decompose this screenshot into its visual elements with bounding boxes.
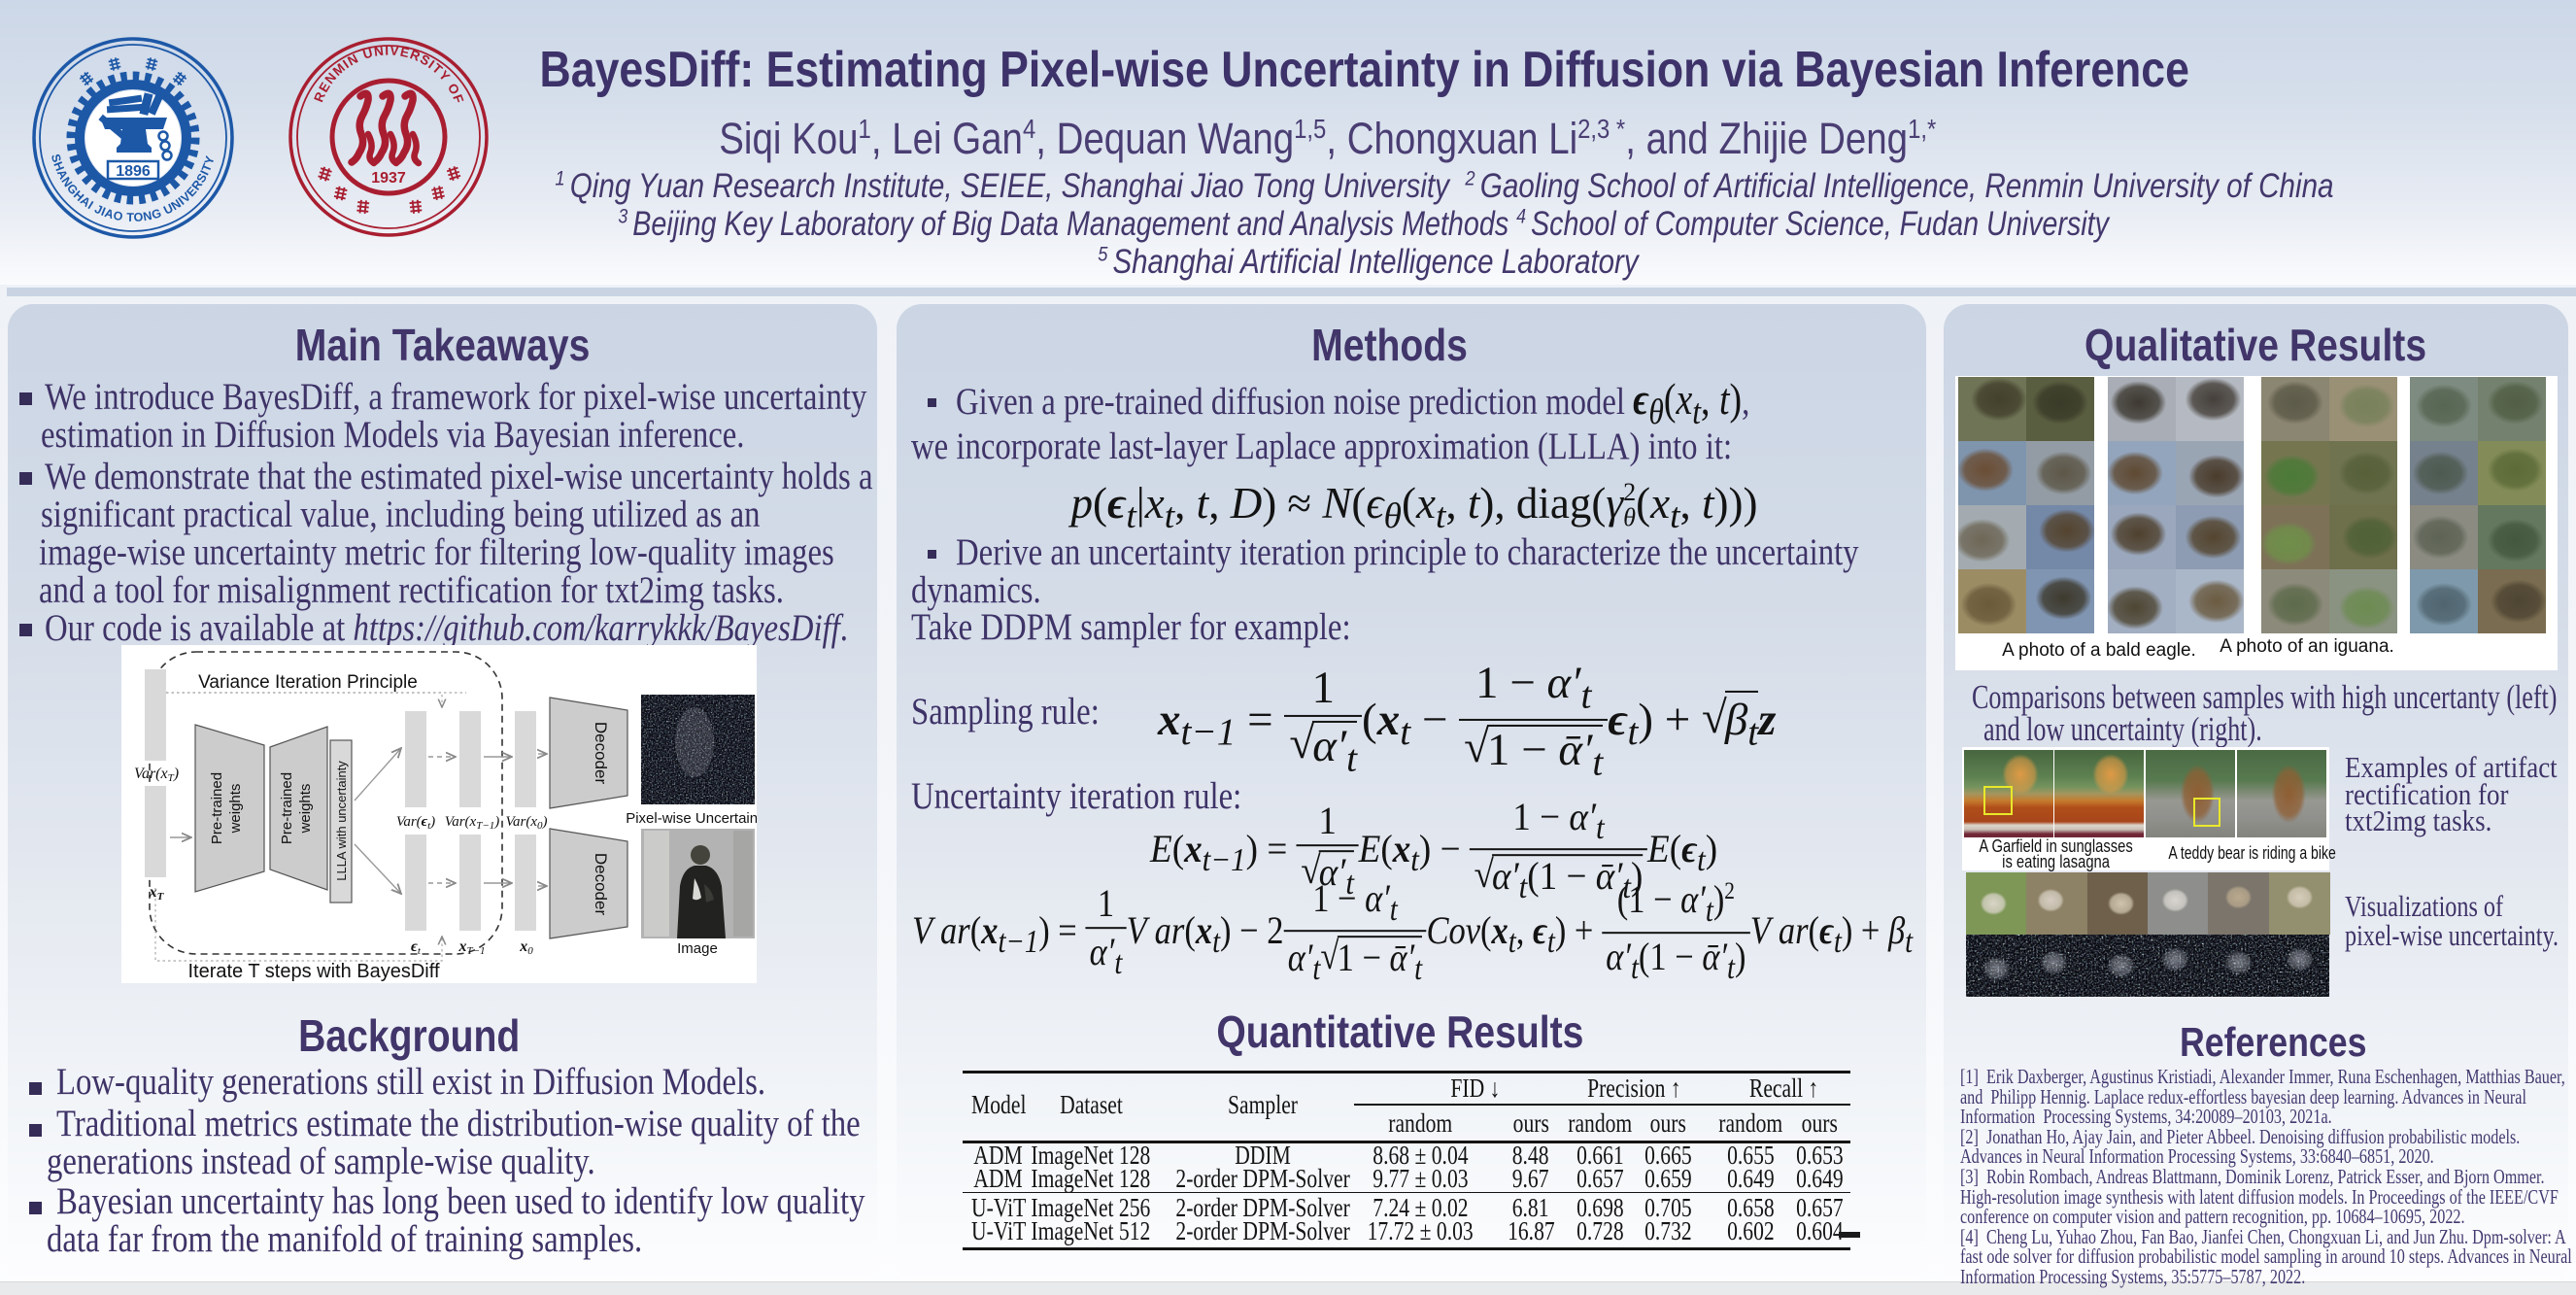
- svg-text:LLLA with uncertainty: LLLA with uncertainty: [334, 761, 349, 881]
- svg-text:Decoder: Decoder: [592, 853, 610, 916]
- svg-text:RENMIN UNIVERSITY OF CHINA: RENMIN UNIVERSITY OF CHINA: [0, 0, 466, 106]
- svg-text:Var(ϵt): Var(ϵt): [396, 814, 435, 832]
- svg-text:Iterate T steps with BayesDiff: Iterate T steps with BayesDiff: [187, 961, 439, 982]
- svg-text:Var(x0): Var(x0): [506, 814, 548, 832]
- svg-text:Var(xT): Var(xT): [134, 766, 179, 784]
- svg-text:Pre-trained: Pre-trained: [279, 772, 295, 844]
- svg-text:Pre-trained: Pre-trained: [209, 772, 225, 844]
- svg-text:weights: weights: [297, 784, 314, 835]
- svg-text:Image: Image: [677, 940, 718, 957]
- svg-text:ϵt: ϵt: [411, 938, 422, 957]
- svg-text:1896: 1896: [116, 163, 151, 180]
- svg-text:weights: weights: [227, 784, 244, 835]
- svg-text:Pixel-wise Uncertainty: Pixel-wise Uncertainty: [626, 810, 757, 827]
- svg-text:Decoder: Decoder: [592, 722, 610, 785]
- svg-text:1937: 1937: [371, 170, 406, 187]
- svg-text:Variance Iteration Principle: Variance Iteration Principle: [198, 672, 418, 693]
